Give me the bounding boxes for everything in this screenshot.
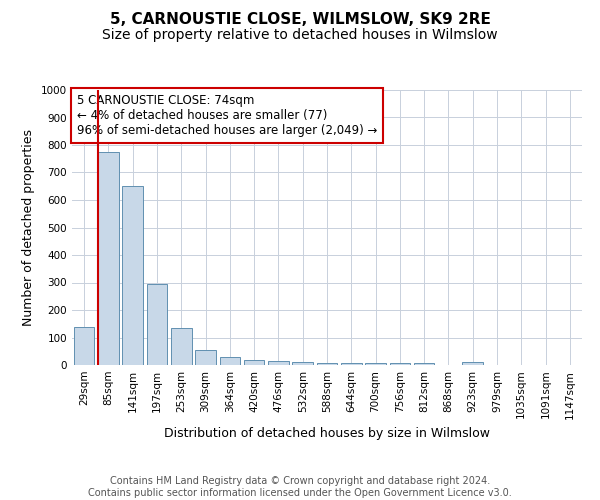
- Bar: [414, 363, 434, 365]
- Bar: [244, 360, 265, 365]
- Bar: [365, 363, 386, 365]
- Text: Size of property relative to detached houses in Wilmslow: Size of property relative to detached ho…: [102, 28, 498, 42]
- X-axis label: Distribution of detached houses by size in Wilmslow: Distribution of detached houses by size …: [164, 427, 490, 440]
- Bar: [317, 363, 337, 365]
- Bar: [171, 328, 191, 365]
- Bar: [463, 362, 483, 365]
- Bar: [341, 363, 362, 365]
- Text: 5, CARNOUSTIE CLOSE, WILMSLOW, SK9 2RE: 5, CARNOUSTIE CLOSE, WILMSLOW, SK9 2RE: [110, 12, 490, 28]
- Bar: [98, 152, 119, 365]
- Bar: [220, 358, 240, 365]
- Bar: [389, 363, 410, 365]
- Text: Contains HM Land Registry data © Crown copyright and database right 2024.
Contai: Contains HM Land Registry data © Crown c…: [88, 476, 512, 498]
- Y-axis label: Number of detached properties: Number of detached properties: [22, 129, 35, 326]
- Bar: [195, 350, 216, 365]
- Bar: [292, 362, 313, 365]
- Bar: [74, 326, 94, 365]
- Text: 5 CARNOUSTIE CLOSE: 74sqm
← 4% of detached houses are smaller (77)
96% of semi-d: 5 CARNOUSTIE CLOSE: 74sqm ← 4% of detach…: [77, 94, 377, 137]
- Bar: [268, 361, 289, 365]
- Bar: [146, 284, 167, 365]
- Bar: [122, 186, 143, 365]
